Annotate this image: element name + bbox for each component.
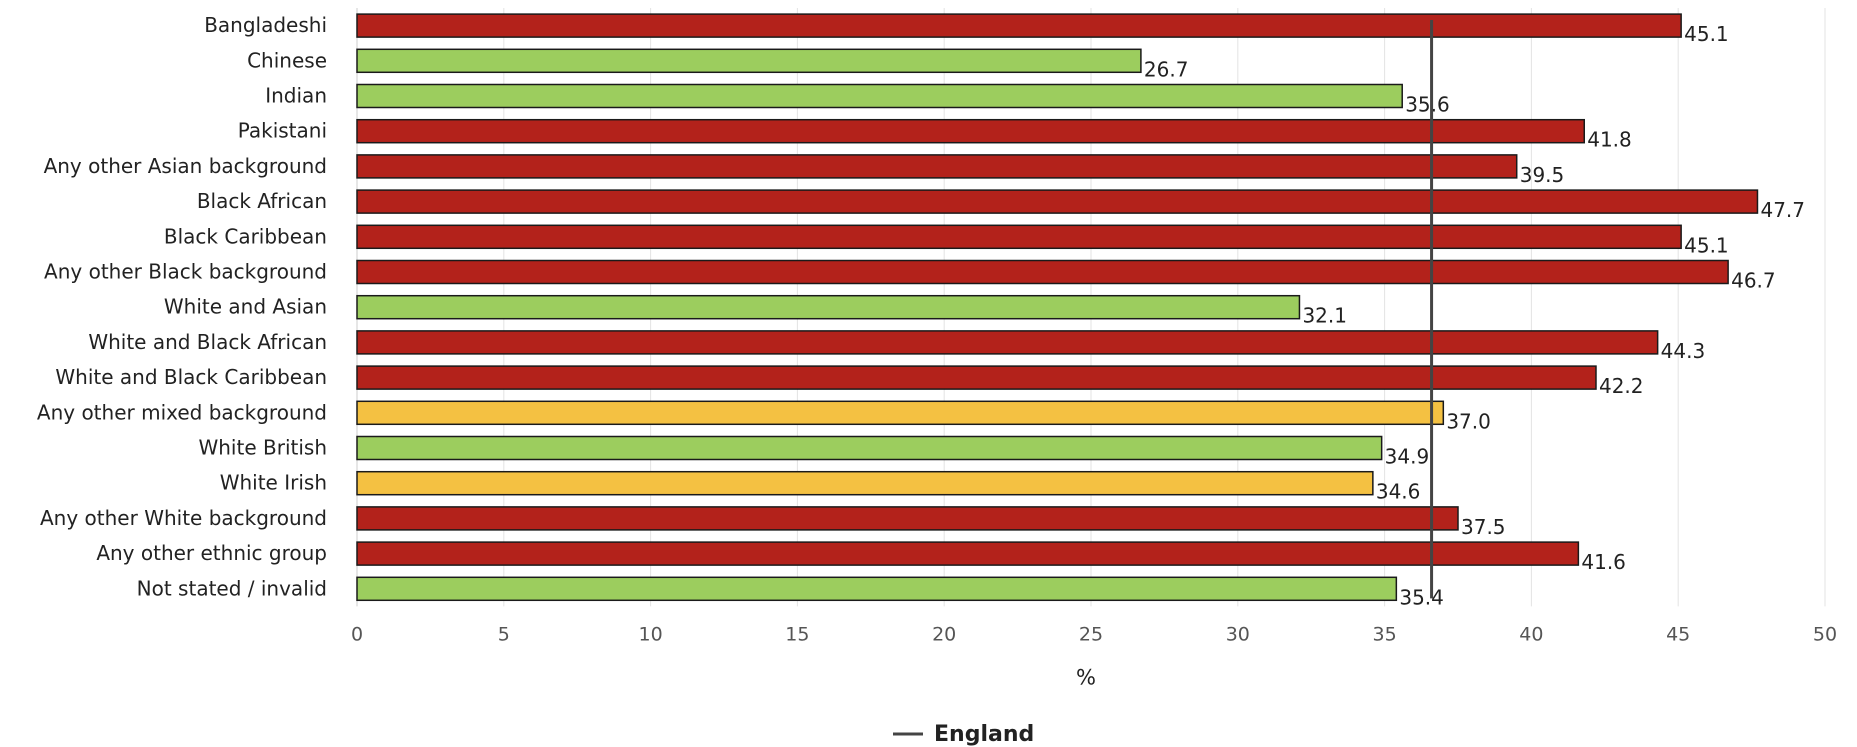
bar[interactable] bbox=[356, 154, 1518, 179]
legend-label-england: England bbox=[934, 722, 1034, 747]
category-label: White Irish bbox=[220, 471, 327, 495]
data-label: 37.0 bbox=[1446, 409, 1491, 433]
bar[interactable] bbox=[356, 541, 1580, 566]
data-label: 37.5 bbox=[1461, 515, 1506, 539]
category-label: Not stated / invalid bbox=[137, 576, 327, 600]
data-label: 34.6 bbox=[1376, 480, 1421, 504]
category-label: Black Caribbean bbox=[164, 224, 327, 248]
bar[interactable] bbox=[356, 118, 1585, 144]
bar[interactable] bbox=[356, 576, 1398, 602]
x-tick-label: 50 bbox=[1813, 623, 1837, 645]
data-label: 39.5 bbox=[1520, 163, 1565, 187]
category-label: Indian bbox=[265, 84, 327, 108]
bar[interactable] bbox=[356, 224, 1682, 250]
x-axis-ticks: 0 5 10 15 20 25 30 35 40 45 50 bbox=[351, 623, 1837, 645]
data-label: 26.7 bbox=[1144, 57, 1189, 81]
category-label: White and Asian bbox=[164, 295, 327, 319]
category-labels: Bangladeshi Chinese Indian Pakistani Any oth… bbox=[37, 13, 327, 600]
data-label: 46.7 bbox=[1731, 269, 1776, 293]
category-label: Any other Black background bbox=[44, 260, 327, 284]
data-label: 35.4 bbox=[1399, 585, 1444, 609]
bar[interactable] bbox=[356, 470, 1374, 496]
bar[interactable] bbox=[356, 13, 1682, 38]
legend[interactable]: England bbox=[893, 722, 1034, 747]
bar[interactable] bbox=[356, 435, 1383, 461]
category-label: Bangladeshi bbox=[204, 13, 327, 37]
x-tick-label: 45 bbox=[1666, 623, 1690, 645]
category-label: Chinese bbox=[247, 48, 327, 72]
bar[interactable] bbox=[356, 83, 1403, 109]
x-tick-label: 0 bbox=[351, 623, 363, 645]
x-axis-title: % bbox=[1076, 665, 1096, 689]
bar[interactable] bbox=[356, 259, 1729, 285]
x-tick-label: 10 bbox=[639, 623, 663, 645]
category-label: White and Black Caribbean bbox=[55, 365, 327, 389]
data-label: 35.6 bbox=[1405, 93, 1450, 117]
bar[interactable] bbox=[356, 294, 1301, 320]
data-label: 42.2 bbox=[1599, 374, 1644, 398]
x-tick-label: 15 bbox=[785, 623, 809, 645]
data-label: 41.8 bbox=[1587, 128, 1632, 152]
x-tick-label: 20 bbox=[932, 623, 956, 645]
category-label: Any other ethnic group bbox=[96, 541, 327, 565]
x-tick-label: 35 bbox=[1373, 623, 1397, 645]
data-label: 34.9 bbox=[1385, 445, 1430, 469]
category-label: Any other Asian background bbox=[44, 154, 327, 178]
data-label: 41.6 bbox=[1581, 550, 1626, 574]
bars bbox=[356, 13, 1759, 602]
category-label: Black African bbox=[197, 189, 327, 213]
category-label: Any other mixed background bbox=[37, 400, 327, 424]
x-tick-label: 25 bbox=[1079, 623, 1103, 645]
data-label: 44.3 bbox=[1661, 339, 1706, 363]
data-label: 32.1 bbox=[1302, 304, 1347, 328]
data-label: 45.1 bbox=[1684, 233, 1729, 257]
category-label: Pakistani bbox=[238, 119, 327, 143]
bar[interactable] bbox=[356, 506, 1459, 531]
category-label: White and Black African bbox=[88, 330, 327, 354]
x-tick-label: 5 bbox=[498, 623, 510, 645]
data-labels: 45.126.735.641.839.547.745.146.732.144.3… bbox=[1144, 22, 1805, 609]
data-label: 47.7 bbox=[1760, 198, 1805, 222]
x-tick-label: 40 bbox=[1519, 623, 1543, 645]
category-label: White British bbox=[198, 436, 327, 460]
bar[interactable] bbox=[356, 48, 1142, 74]
bar[interactable] bbox=[356, 330, 1659, 355]
data-label: 45.1 bbox=[1684, 22, 1729, 46]
bar[interactable] bbox=[356, 365, 1597, 390]
bar[interactable] bbox=[356, 400, 1445, 426]
category-label: Any other White background bbox=[40, 506, 327, 530]
bar[interactable] bbox=[356, 189, 1759, 214]
x-tick-label: 30 bbox=[1226, 623, 1250, 645]
